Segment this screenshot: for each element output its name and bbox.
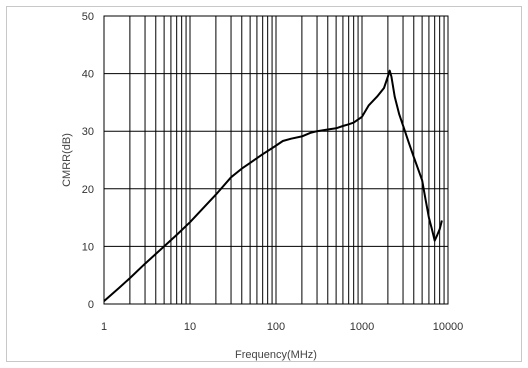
y-axis-label: CMRR(dB) <box>61 133 73 187</box>
y-tick-label: 20 <box>82 184 94 196</box>
x-axis-label: Frequency(MHz) <box>235 349 317 361</box>
x-tick-label: 1 <box>101 321 107 333</box>
chart-frame <box>6 6 522 362</box>
x-tick-label: 10000 <box>433 321 464 333</box>
grid <box>104 16 448 304</box>
plot-area-border <box>103 15 449 305</box>
y-tick-label: 10 <box>82 241 94 253</box>
cmrr-series-line <box>103 69 443 302</box>
y-tick-label: 40 <box>82 69 94 81</box>
y-tick-label: 0 <box>88 299 94 311</box>
x-tick-label: 10 <box>184 321 196 333</box>
y-tick-label: 30 <box>82 126 94 138</box>
x-tick-label: 1000 <box>350 321 374 333</box>
y-tick-label: 50 <box>82 11 94 23</box>
y-axis-ticks: 0 10 20 30 40 50 <box>82 11 94 311</box>
x-axis-ticks: 1 10 100 1000 10000 <box>101 321 463 333</box>
x-tick-label: 100 <box>267 321 285 333</box>
